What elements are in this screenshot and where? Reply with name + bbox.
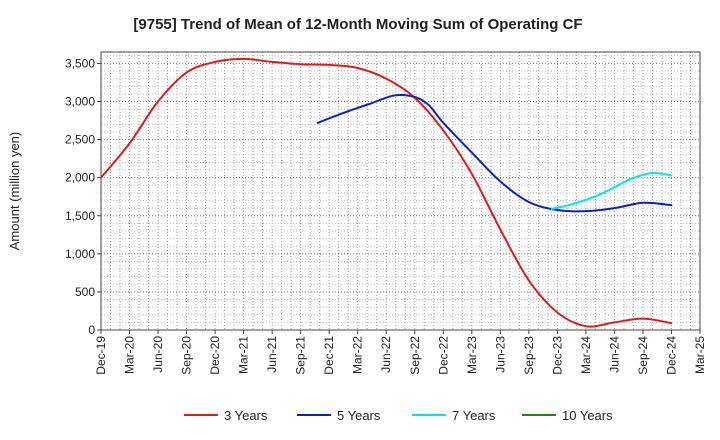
legend: 3 Years 5 Years 7 Years 10 Years [184, 408, 613, 423]
y-tick-label: 1,500 [65, 209, 95, 223]
legend-label: 10 Years [562, 408, 613, 423]
x-tick-label: Dec-21 [322, 336, 336, 375]
series-line-7-years [550, 171, 673, 210]
legend-item-3-years: 3 Years [184, 408, 268, 423]
legend-label: 5 Years [337, 408, 381, 423]
x-tick-label: Jun-20 [151, 336, 165, 373]
y-tick-label: 2,000 [65, 171, 95, 185]
x-tick-label: Jun-22 [379, 336, 393, 373]
x-tick-label: Dec-19 [94, 336, 108, 375]
legend-item-10-years: 10 Years [522, 408, 613, 423]
y-tick-label: 500 [75, 285, 95, 299]
legend-item-5-years: 5 Years [297, 408, 381, 423]
x-tick-label: Sep-21 [294, 336, 308, 375]
x-tick-label: Sep-20 [180, 336, 194, 375]
y-tick-label: 2,500 [65, 133, 95, 147]
grid-layer [100, 52, 701, 331]
x-tick-label: Jun-23 [493, 336, 507, 373]
axis-layer: 0 500 1,000 1,500 2,000 2,500 3,000 3,500 Dec-19… [65, 51, 707, 375]
series-line-5-years [316, 93, 673, 213]
y-tick-label: 3,500 [65, 56, 95, 70]
x-tick-label: Jun-21 [265, 336, 279, 373]
x-tick-label: Sep-24 [636, 336, 650, 375]
x-tick-label: Mar-22 [351, 336, 365, 374]
y-tick-label: 0 [88, 323, 95, 337]
x-tick-label: Dec-23 [550, 336, 564, 375]
x-tick-label: Jun-24 [607, 336, 621, 373]
series-layer [100, 57, 673, 328]
x-tick-label: Sep-23 [522, 336, 536, 375]
y-tick-label: 3,000 [65, 95, 95, 109]
legend-item-7-years: 7 Years [412, 408, 496, 423]
x-tick-label: Mar-25 [693, 336, 707, 374]
x-tick-label: Mar-21 [237, 336, 251, 374]
x-tick-label: Sep-22 [408, 336, 422, 375]
x-tick-label: Dec-22 [436, 336, 450, 375]
chart-title: [9755] Trend of Mean of 12-Month Moving … [133, 16, 582, 33]
x-tick-label: Dec-20 [208, 336, 222, 375]
series-line-3-years [100, 57, 673, 328]
plot-area [100, 51, 701, 331]
legend-label: 3 Years [224, 408, 268, 423]
legend-label: 7 Years [452, 408, 496, 423]
y-tick-label: 1,000 [65, 247, 95, 261]
y-axis-label: Amount (million yen) [7, 132, 22, 251]
x-tick-label: Mar-23 [465, 336, 479, 374]
x-tick-label: Mar-20 [123, 336, 137, 374]
x-tick-label: Mar-24 [579, 336, 593, 374]
x-tick-label: Dec-24 [664, 336, 678, 375]
